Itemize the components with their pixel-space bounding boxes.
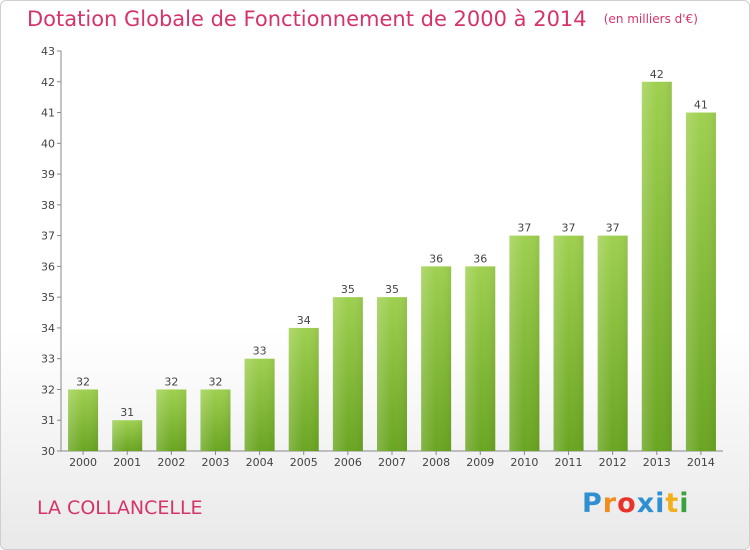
y-tick-label: 41 (41, 107, 55, 120)
x-tick-label: 2000 (69, 456, 97, 469)
title-text: Dotation Globale de Fonctionnement de 20… (27, 7, 587, 31)
y-tick-label: 33 (41, 353, 55, 366)
bar-shade (112, 420, 143, 451)
logo-letter: P (582, 488, 603, 519)
bar-value-label: 35 (385, 283, 399, 296)
y-tick-label: 40 (41, 137, 55, 150)
bar-shade (553, 235, 584, 451)
y-tick-label: 43 (41, 45, 55, 58)
bar-shade (376, 297, 408, 451)
bar-shade (200, 389, 231, 451)
y-tick-label: 35 (41, 291, 55, 304)
y-tick-label: 32 (41, 383, 55, 396)
x-tick-label: 2011 (555, 456, 583, 469)
y-tick-label: 36 (41, 260, 55, 273)
bar-shade (332, 297, 363, 451)
bar-value-label: 41 (694, 99, 708, 112)
proxiti-logo: Proxiti (582, 488, 690, 519)
x-tick-label: 2008 (422, 456, 450, 469)
y-tick-label: 42 (41, 76, 55, 89)
x-tick-label: 2005 (290, 456, 318, 469)
x-tick-label: 2013 (643, 456, 671, 469)
bar-value-label: 36 (473, 252, 487, 265)
bar-value-label: 37 (517, 222, 531, 235)
bar-shade (685, 112, 716, 452)
bar-shade (509, 235, 540, 451)
x-tick-label: 2006 (334, 456, 362, 469)
unit-text: (en milliers d'€) (603, 12, 698, 26)
bar-shade (421, 266, 452, 451)
bar-shade (641, 81, 672, 452)
logo-letter: i (679, 488, 690, 519)
bar-value-label: 32 (164, 375, 178, 388)
x-tick-label: 2009 (466, 456, 494, 469)
bar-value-label: 37 (606, 222, 620, 235)
logo-letter: i (655, 488, 666, 519)
chart-title: Dotation Globale de Fonctionnement de 20… (27, 7, 698, 31)
bar-value-label: 31 (120, 406, 134, 419)
bar-value-label: 35 (341, 283, 355, 296)
bar-value-label: 36 (429, 252, 443, 265)
bar-shade (465, 266, 496, 451)
bar-shade (244, 358, 275, 451)
x-tick-label: 2003 (201, 456, 229, 469)
bar-value-label: 33 (253, 345, 267, 358)
logo-letter: x (636, 488, 656, 519)
bar-chart: 30 31 32 33 34 35 36 37 38 39 40 41 42 43 2000 2001 2002… (41, 45, 723, 469)
y-tick-label: 38 (41, 199, 55, 212)
x-tick-label: 2012 (599, 456, 627, 469)
y-tick-label: 30 (41, 445, 55, 458)
y-tick-label: 39 (41, 168, 55, 181)
x-tick-label: 2004 (246, 456, 274, 469)
logo-letter: r (602, 488, 618, 519)
commune-name: LA COLLANCELLE (37, 497, 203, 519)
logo-letter: t (665, 488, 680, 519)
x-tick-label: 2002 (157, 456, 185, 469)
bar-shade (156, 389, 187, 451)
bar-value-label: 32 (208, 375, 222, 388)
bar-shade (68, 389, 99, 451)
x-tick-label: 2014 (687, 456, 715, 469)
bar-shade (288, 327, 319, 451)
x-tick-label: 2007 (378, 456, 406, 469)
y-tick-label: 31 (41, 414, 55, 427)
logo-letter: o (617, 488, 637, 519)
bar-value-label: 34 (297, 314, 311, 327)
bar-value-label: 37 (562, 222, 576, 235)
bar-value-label: 42 (650, 68, 664, 81)
bar-value-label: 32 (76, 375, 90, 388)
x-tick-label: 2010 (510, 456, 538, 469)
x-tick-label: 2001 (113, 456, 141, 469)
bar-shade (597, 235, 628, 451)
y-tick-label: 37 (41, 230, 55, 243)
y-tick-label: 34 (41, 322, 55, 335)
